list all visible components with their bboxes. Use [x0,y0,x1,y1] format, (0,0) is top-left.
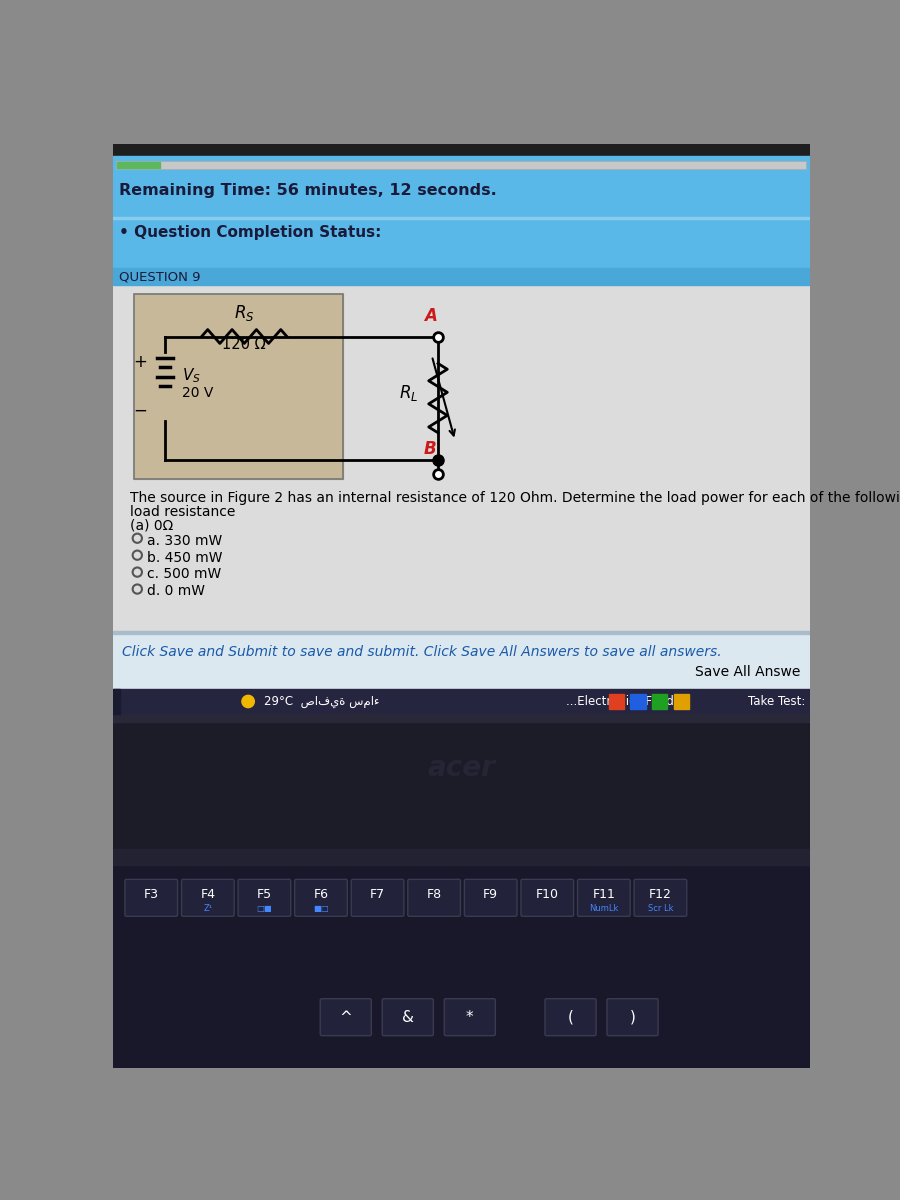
Text: F4: F4 [201,888,215,901]
Text: B: B [424,440,436,458]
FancyBboxPatch shape [238,880,291,917]
Text: F12: F12 [649,888,672,901]
Text: load resistance: load resistance [130,505,235,520]
FancyBboxPatch shape [545,998,596,1036]
Text: a. 330 mW: a. 330 mW [147,534,221,547]
Text: NumLk: NumLk [590,904,618,913]
Text: F6: F6 [313,888,328,901]
FancyBboxPatch shape [382,998,434,1036]
FancyBboxPatch shape [521,880,573,917]
Bar [134,294,344,479]
Bar [112,156,810,268]
FancyBboxPatch shape [578,880,630,917]
Bar [112,714,810,848]
Text: Save All Answe: Save All Answe [696,665,801,678]
Circle shape [242,695,255,708]
Text: Take Test:: Take Test: [748,695,806,708]
Text: Z¹: Z¹ [203,904,212,913]
Text: $R_S$: $R_S$ [234,304,255,323]
Text: −: − [133,402,148,420]
Bar [112,268,810,284]
Bar [112,714,810,721]
Text: The source in Figure 2 has an internal resistance of 120 Ohm. Determine the load: The source in Figure 2 has an internal r… [130,491,900,505]
Text: • Question Completion Status:: • Question Completion Status: [119,224,381,240]
Text: ■□: ■□ [313,904,328,913]
Text: F10: F10 [536,888,559,901]
Text: 29°C  صافية سماء: 29°C صافية سماء [264,695,379,708]
Bar [116,161,806,169]
Text: F5: F5 [256,888,272,901]
Text: ^: ^ [339,1009,352,1025]
Text: Scr Lk: Scr Lk [648,904,673,913]
Text: (a) 0Ω: (a) 0Ω [130,518,173,533]
Text: F3: F3 [144,888,158,901]
Text: *: * [466,1009,473,1025]
FancyBboxPatch shape [182,880,234,917]
Text: acer: acer [428,754,495,781]
Bar [608,694,624,709]
Text: 20 V: 20 V [182,385,213,400]
Text: □■: □■ [256,904,273,913]
Bar [112,865,810,1068]
Text: $R_L$: $R_L$ [399,383,418,403]
Text: +: + [133,354,148,372]
FancyBboxPatch shape [125,880,177,917]
Text: (: ( [568,1009,573,1025]
Bar [112,284,810,631]
Text: F8: F8 [427,888,442,901]
Text: c. 500 mW: c. 500 mW [147,568,220,582]
Text: &: & [401,1009,414,1025]
Bar [112,689,121,714]
Text: ): ) [630,1009,635,1025]
Bar [652,694,668,709]
Bar [112,217,810,218]
Text: $V_S$: $V_S$ [182,366,201,385]
FancyBboxPatch shape [607,998,658,1036]
Bar [630,694,645,709]
FancyBboxPatch shape [320,998,372,1036]
FancyBboxPatch shape [408,880,461,917]
Text: 120 Ω: 120 Ω [222,337,266,352]
Bar [112,144,810,156]
Text: F9: F9 [483,888,499,901]
Text: Remaining Time: 56 minutes, 12 seconds.: Remaining Time: 56 minutes, 12 seconds. [119,182,497,198]
Bar [112,689,810,714]
Text: F11: F11 [592,888,616,901]
FancyBboxPatch shape [464,880,517,917]
FancyBboxPatch shape [351,880,404,917]
Text: ...Electronics Funda: ...Electronics Funda [566,695,681,708]
FancyBboxPatch shape [445,998,495,1036]
Text: b. 450 mW: b. 450 mW [147,551,222,564]
Bar [117,162,160,168]
Bar [112,631,810,634]
Text: QUESTION 9: QUESTION 9 [119,270,200,283]
Text: F7: F7 [370,888,385,901]
Bar [112,848,810,865]
Bar [134,294,344,479]
Text: A: A [424,307,436,325]
Text: d. 0 mW: d. 0 mW [147,584,204,599]
FancyBboxPatch shape [634,880,687,917]
Text: Click Save and Submit to save and submit. Click Save All Answers to save all ans: Click Save and Submit to save and submit… [122,644,722,659]
Bar [112,634,810,689]
FancyBboxPatch shape [294,880,347,917]
Bar [673,694,689,709]
